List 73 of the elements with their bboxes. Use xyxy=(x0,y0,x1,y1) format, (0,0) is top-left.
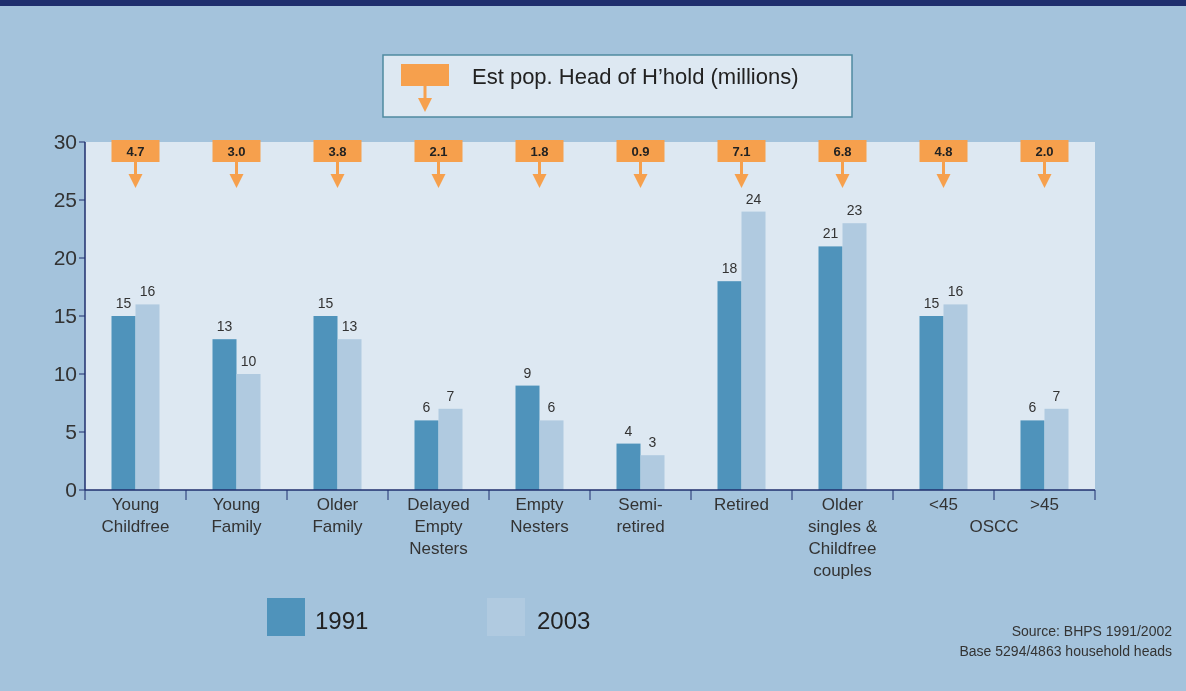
annotation: 4.8 xyxy=(934,144,953,159)
text: OSCC xyxy=(969,517,1019,536)
annotation: 3.8 xyxy=(328,144,347,159)
x-tick-label: >45 xyxy=(1030,495,1059,514)
data-label: 24 xyxy=(745,190,762,207)
bar xyxy=(111,316,136,490)
data-label: 4 xyxy=(624,422,633,439)
data-label: 15 xyxy=(317,295,334,311)
y-tick-label: 30 xyxy=(53,130,77,153)
data-label: 9 xyxy=(523,364,532,381)
source-note: Source: BHPS 1991/2002 xyxy=(1011,623,1173,639)
legend-label: 1991 xyxy=(315,607,369,634)
text: Est pop. Head of H’hold (millions) xyxy=(472,64,799,89)
annotation: 2.1 xyxy=(429,144,448,159)
x-tick-label: Young Family xyxy=(211,495,263,536)
bar xyxy=(640,455,665,490)
annotation: 1.8 xyxy=(530,144,549,159)
x-tick-label: Older singles & Childfree couples xyxy=(808,495,878,580)
data-label: 13 xyxy=(341,318,358,335)
y-tick-label: 20 xyxy=(53,246,77,269)
y-tick-label: 25 xyxy=(53,188,77,211)
x-tick-label: <45 xyxy=(929,495,958,514)
x-tick-label: Older Family xyxy=(312,495,364,536)
x-tick-label: Retired xyxy=(714,495,769,514)
y-tick-label: 15 xyxy=(53,304,77,327)
data-label: 16 xyxy=(139,283,156,300)
x-tick-label: Semi- retired xyxy=(616,495,665,536)
bar xyxy=(616,443,641,490)
bar xyxy=(943,304,968,490)
bar xyxy=(919,316,944,490)
data-label: 6 xyxy=(547,399,556,416)
data-label: 23 xyxy=(846,202,863,219)
annotation: 0.9 xyxy=(631,144,650,159)
x-tick-label: Delayed Empty Nesters xyxy=(407,495,470,558)
annotation: 6.8 xyxy=(833,144,852,159)
bar xyxy=(236,374,261,490)
annotation: 4.7 xyxy=(126,144,145,159)
bar xyxy=(438,408,463,490)
data-label: 7 xyxy=(1052,387,1061,404)
bar xyxy=(1020,420,1045,490)
data-label: 7 xyxy=(446,387,455,404)
data-label: 15 xyxy=(923,295,940,311)
bar xyxy=(842,223,867,490)
data-label: 10 xyxy=(240,353,257,369)
annotation: 7.1 xyxy=(732,144,751,159)
data-label: 6 xyxy=(422,399,431,416)
data-label: 13 xyxy=(216,318,233,335)
bar xyxy=(818,246,843,490)
text: Base 5294/4863 household heads xyxy=(959,643,1172,659)
bar xyxy=(135,304,160,490)
data-label: 21 xyxy=(822,225,839,242)
data-label: 16 xyxy=(947,283,964,300)
bar xyxy=(414,420,439,490)
y-tick-label: 0 xyxy=(65,478,77,501)
annotation: 2.0 xyxy=(1035,144,1054,159)
annotation: 3.0 xyxy=(227,144,246,159)
bar xyxy=(539,420,564,490)
y-tick-label: 10 xyxy=(53,362,77,385)
bar xyxy=(337,339,362,490)
bar xyxy=(212,339,237,490)
bar xyxy=(515,385,540,490)
bar xyxy=(717,281,742,490)
data-label: 3 xyxy=(648,434,657,451)
data-label: 18 xyxy=(721,260,738,277)
x-tick-label: Young Childfree xyxy=(101,495,170,536)
x-tick-label: Empty Nesters xyxy=(510,495,569,536)
bar xyxy=(1044,408,1069,490)
data-label: 15 xyxy=(115,295,132,311)
legend-label: 2003 xyxy=(537,607,591,634)
bar xyxy=(741,211,766,490)
data-label: 6 xyxy=(1028,399,1037,416)
y-tick-label: 5 xyxy=(65,420,77,443)
bar xyxy=(313,316,338,490)
